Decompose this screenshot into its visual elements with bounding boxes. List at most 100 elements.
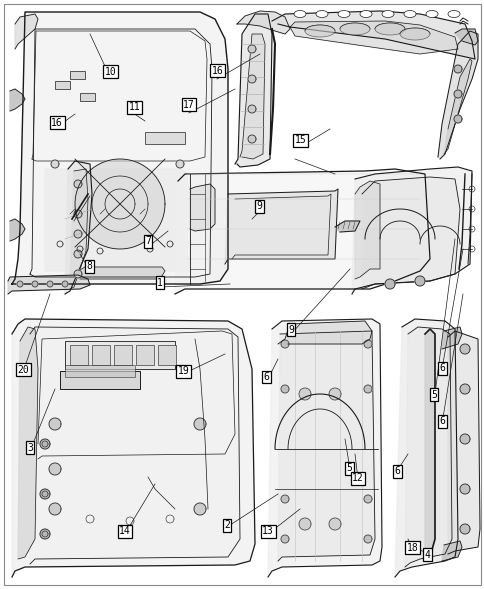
Text: 1: 1: [157, 278, 163, 287]
Polygon shape: [40, 439, 50, 449]
Text: 9: 9: [256, 201, 262, 211]
Polygon shape: [404, 327, 451, 567]
Ellipse shape: [339, 23, 369, 35]
Polygon shape: [459, 484, 469, 494]
Ellipse shape: [316, 11, 327, 18]
Polygon shape: [30, 29, 212, 277]
Polygon shape: [328, 518, 340, 530]
Text: 7: 7: [145, 237, 151, 246]
Text: 6: 6: [263, 372, 269, 382]
Text: 10: 10: [105, 67, 116, 77]
Polygon shape: [328, 388, 340, 400]
Text: 5: 5: [430, 390, 436, 399]
Polygon shape: [277, 331, 374, 561]
Polygon shape: [280, 535, 288, 543]
Bar: [158, 345, 176, 365]
Polygon shape: [74, 210, 82, 218]
Polygon shape: [8, 275, 90, 294]
Bar: [55, 81, 70, 89]
Polygon shape: [453, 90, 461, 98]
Ellipse shape: [304, 25, 334, 37]
Polygon shape: [10, 89, 25, 111]
Polygon shape: [12, 319, 255, 577]
Polygon shape: [459, 384, 469, 394]
Polygon shape: [414, 276, 424, 286]
Text: 16: 16: [51, 118, 63, 127]
Polygon shape: [78, 267, 165, 279]
Polygon shape: [70, 169, 88, 289]
Polygon shape: [443, 59, 471, 154]
Polygon shape: [225, 189, 337, 264]
Polygon shape: [454, 29, 477, 45]
Polygon shape: [441, 327, 461, 349]
Text: 6: 6: [439, 416, 444, 426]
Polygon shape: [75, 159, 165, 249]
Text: 13: 13: [262, 527, 273, 536]
Text: 18: 18: [406, 543, 417, 552]
Polygon shape: [240, 34, 264, 159]
Polygon shape: [394, 319, 457, 577]
Polygon shape: [363, 495, 371, 503]
Polygon shape: [361, 177, 459, 289]
Polygon shape: [40, 489, 50, 499]
Text: 6: 6: [439, 363, 444, 373]
Polygon shape: [51, 160, 59, 168]
Polygon shape: [424, 329, 434, 559]
Text: 9: 9: [287, 325, 293, 335]
Polygon shape: [299, 388, 310, 400]
Polygon shape: [47, 281, 53, 287]
Polygon shape: [247, 105, 256, 113]
Polygon shape: [437, 31, 477, 159]
Bar: [65, 365, 135, 377]
Polygon shape: [176, 160, 183, 168]
Polygon shape: [32, 281, 38, 287]
Bar: [92, 345, 110, 365]
Ellipse shape: [337, 11, 349, 18]
Polygon shape: [272, 11, 474, 59]
Ellipse shape: [374, 23, 404, 35]
Polygon shape: [268, 319, 381, 577]
Text: 16: 16: [211, 66, 223, 75]
Text: 8: 8: [87, 262, 92, 271]
Text: 14: 14: [119, 527, 131, 536]
Polygon shape: [18, 327, 38, 559]
Polygon shape: [351, 167, 471, 294]
Polygon shape: [280, 495, 288, 503]
Polygon shape: [453, 65, 461, 73]
Polygon shape: [384, 279, 394, 289]
Polygon shape: [45, 169, 190, 271]
Polygon shape: [74, 250, 82, 258]
Text: 15: 15: [294, 135, 306, 145]
Polygon shape: [453, 115, 461, 123]
Polygon shape: [280, 340, 288, 348]
Polygon shape: [299, 518, 310, 530]
Polygon shape: [247, 75, 256, 83]
Polygon shape: [49, 503, 61, 515]
Polygon shape: [237, 11, 289, 34]
Polygon shape: [459, 434, 469, 444]
Bar: [70, 345, 88, 365]
Polygon shape: [65, 161, 92, 294]
Polygon shape: [289, 21, 457, 54]
Text: 5: 5: [346, 464, 351, 473]
Polygon shape: [17, 281, 23, 287]
Polygon shape: [447, 331, 479, 554]
Polygon shape: [354, 181, 379, 279]
Ellipse shape: [425, 11, 437, 18]
Text: 4: 4: [424, 550, 430, 560]
Polygon shape: [235, 14, 272, 167]
Polygon shape: [277, 321, 371, 344]
Ellipse shape: [399, 28, 429, 40]
Bar: [60, 371, 140, 389]
Polygon shape: [363, 385, 371, 393]
Polygon shape: [175, 169, 429, 294]
Polygon shape: [12, 12, 227, 284]
Polygon shape: [49, 463, 61, 475]
Polygon shape: [363, 340, 371, 348]
Ellipse shape: [403, 11, 415, 18]
Polygon shape: [74, 180, 82, 188]
Polygon shape: [334, 221, 359, 232]
Polygon shape: [10, 219, 25, 241]
Ellipse shape: [381, 11, 393, 18]
Polygon shape: [459, 524, 469, 534]
